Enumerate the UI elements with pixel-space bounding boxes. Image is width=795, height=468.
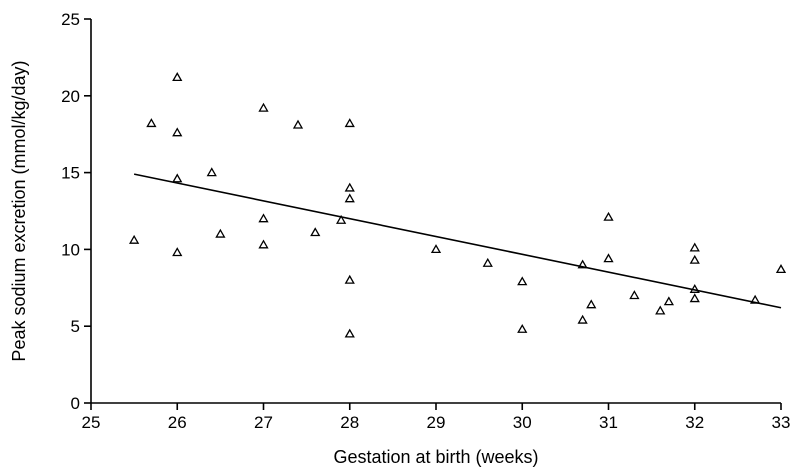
data-point	[344, 328, 355, 338]
data-point	[129, 234, 140, 244]
x-ticks: 25 26 27 28 29 30 31 32 33	[82, 403, 791, 432]
y-tick-label: 25	[61, 10, 80, 29]
data-point	[603, 211, 614, 221]
data-point	[344, 274, 355, 284]
data-point	[586, 299, 597, 309]
regression-line	[133, 173, 782, 309]
y-axis-title: Peak sodium excretion (mmol/kg/day)	[9, 60, 29, 361]
x-tick-label: 26	[168, 413, 187, 432]
x-tick-label: 25	[82, 413, 101, 432]
data-point	[577, 259, 588, 269]
data-point	[629, 290, 640, 300]
data-point	[344, 182, 355, 192]
data-point	[775, 264, 787, 274]
data-point	[146, 118, 157, 128]
y-tick-label: 20	[61, 87, 80, 106]
x-tick-label: 28	[340, 413, 359, 432]
axes	[90, 19, 781, 404]
x-axis-title: Gestation at birth (weeks)	[333, 447, 538, 467]
data-point	[336, 214, 347, 224]
data-point	[215, 228, 226, 238]
y-tick-label: 10	[61, 240, 80, 259]
data-point	[292, 119, 304, 129]
data-point	[689, 254, 700, 264]
y-tick-label: 15	[61, 164, 80, 183]
x-tick-label: 29	[427, 413, 446, 432]
data-point	[482, 257, 493, 267]
data-point	[689, 242, 700, 252]
data-point	[310, 227, 321, 237]
data-point	[603, 253, 614, 263]
data-point	[344, 118, 355, 128]
data-point	[172, 173, 183, 183]
data-point	[655, 305, 666, 315]
y-ticks: 0 5 10 15 20 25	[61, 10, 91, 413]
x-tick-label: 33	[772, 413, 791, 432]
data-point	[750, 294, 761, 304]
data-point	[172, 127, 183, 137]
data-point	[517, 276, 528, 286]
y-tick-label: 0	[71, 394, 80, 413]
data-point	[517, 323, 528, 333]
x-tick-label: 31	[599, 413, 618, 432]
data-point	[344, 193, 355, 203]
x-tick-label: 32	[685, 413, 704, 432]
data-point	[577, 314, 588, 324]
data-point	[258, 239, 269, 249]
data-point	[689, 284, 700, 293]
data-point	[430, 244, 442, 254]
data-point	[258, 213, 269, 223]
data-point	[689, 293, 700, 303]
data-point	[663, 296, 674, 306]
x-tick-label: 30	[513, 413, 532, 432]
x-tick-label: 27	[254, 413, 273, 432]
data-points	[129, 72, 787, 338]
data-point	[172, 247, 183, 257]
y-tick-label: 5	[71, 317, 80, 336]
data-point	[172, 72, 183, 82]
data-point	[258, 102, 269, 112]
data-point	[206, 167, 217, 177]
